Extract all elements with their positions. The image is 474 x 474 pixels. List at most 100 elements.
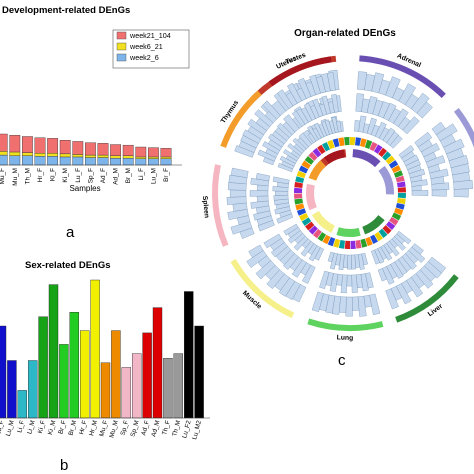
bar-Ki_M [48, 284, 59, 419]
bar-Mu_F-week2_6 [0, 154, 8, 166]
bar-Hr_F-week6_21 [34, 153, 46, 157]
bar-Li_F-week2_6 [135, 158, 147, 166]
bar-Sp_F-week2_6 [84, 157, 96, 166]
inner-ring-segment [298, 165, 309, 174]
bar-Hr_F-week21_104 [34, 137, 46, 154]
inner-organ-arc-adrenal [352, 149, 381, 168]
inner-ring-segment [391, 212, 402, 221]
tick-label-Ki_F: Ki_F [50, 168, 57, 181]
tick-label-Sp_F: Sp_F [87, 168, 94, 183]
tick-label-Ad_M: Ad_M [150, 420, 161, 438]
track-0-bin [416, 101, 433, 119]
track-1-bin [256, 195, 269, 203]
tick-label-Li_F: Li_F [138, 168, 145, 181]
tick-label-Li_M: Li_M [26, 420, 36, 435]
inner-ring-segment [295, 176, 305, 184]
bar-Ad_M-week21_104 [110, 144, 122, 156]
bar-Lu_M2 [194, 325, 204, 419]
inner-ring-segment [396, 181, 406, 188]
panel-a-tick-labels: Mu_F Mu_M Th_M Hr_F Ki_F Ki_M Lu_F Sp_F Ad_F Ad_M… [0, 168, 170, 186]
track-2-bin [297, 137, 309, 150]
inner-ring-segment [304, 155, 314, 165]
bar-Mu_M [111, 330, 121, 419]
inner-organ-arc-muscle [311, 211, 335, 233]
inner-ring-segment [389, 217, 399, 226]
bar-Lu_F-week6_21 [72, 154, 84, 158]
inner-ring-segment [308, 151, 318, 161]
inner-ring-segment [360, 238, 368, 248]
bar-Mu_M-week6_21 [9, 151, 21, 156]
inner-ring-segment [365, 236, 373, 247]
panel-b-title: Sex-related DEnGs [25, 260, 111, 271]
bar-Ad_F-week2_6 [97, 157, 109, 166]
track-0-bin [453, 188, 469, 198]
tick-label-Lu_M: Lu_M [150, 168, 157, 184]
track-1-bin [377, 268, 388, 282]
tick-label-Lu_F: Lu_F [75, 168, 82, 183]
bar-Br_F-week6_21 [160, 156, 172, 160]
bar-Mu_M-week21_104 [9, 135, 21, 153]
bar-Ki_M-week2_6 [59, 156, 71, 166]
tick-label-Br_F: Br_F [57, 420, 67, 435]
tick-label-Br_M: Br_M [68, 420, 79, 437]
tick-label-Ki_F: Ki_F [37, 420, 47, 435]
panel-a-label: a [66, 224, 75, 241]
bar-Br_M-week6_21 [122, 155, 134, 159]
bar-Sp_M [131, 353, 142, 419]
bar-Br_M [69, 312, 80, 419]
panel-b-tick-labels: Lu_F Lu_M Li_F Li_M Ki_F Ki_M Br_F Br_M Hr_F Hr_M… [0, 419, 203, 440]
bar-Li_F-week21_104 [135, 146, 147, 158]
inner-ring-segment [332, 138, 340, 148]
panel-b-label: b [60, 457, 68, 474]
bar-Br_F-week21_104 [160, 148, 172, 158]
bar-Mu_F [100, 362, 111, 419]
tick-label-Hr_F: Hr_F [37, 168, 44, 182]
tick-label-Lu_M2: Lu_M2 [191, 419, 203, 440]
track-1-bin [249, 190, 269, 197]
inner-ring-segment [294, 187, 303, 193]
inner-ring-segment [350, 137, 356, 146]
panel-b-bars [0, 279, 210, 419]
bar-Ki_F [38, 316, 48, 419]
bar-Sp_F-week21_104 [84, 142, 96, 156]
bar-Br_M-week2_6 [122, 157, 134, 166]
inner-ring-segment [374, 231, 383, 242]
tick-label-Ad_M: Ad_M [113, 168, 120, 185]
track-0-bin [345, 296, 353, 317]
track-2-bin [389, 135, 403, 149]
inner-ring-segment [395, 202, 405, 210]
bar-Mu_F-week6_21 [0, 151, 8, 156]
tick-label-Ad_F: Ad_F [140, 420, 151, 437]
track-1-bin [331, 94, 339, 113]
inner-ring-segment [322, 234, 331, 245]
inner-ring-segment [301, 160, 311, 169]
bar-Sp_F [121, 367, 132, 419]
inner-ring-segment [391, 165, 401, 174]
organ-label-lung: Lung [337, 334, 354, 342]
bar-Ad_F-week21_104 [97, 143, 109, 156]
bar-Br_F-week2_6 [160, 158, 172, 166]
tick-label-Br_M: Br_M [125, 168, 132, 183]
bar-Hr_F-week2_6 [34, 156, 46, 166]
bar-Br_M-week21_104 [122, 144, 134, 156]
inner-ring-segment [397, 187, 406, 193]
tick-label-Th_M: Th_M [171, 420, 182, 438]
legend-swatch-week21_104 [116, 31, 127, 40]
tick-label-Br_F: Br_F [163, 168, 170, 182]
track-0-bin [311, 291, 324, 313]
organ-arc-brain [454, 108, 474, 148]
inner-ring-segment [299, 212, 309, 221]
tick-label-Sp_F: Sp_F [120, 420, 131, 437]
inner-ring-segment [395, 175, 405, 183]
inner-organ-arc-spleen [306, 183, 317, 211]
tick-label-Lu_M: Lu_M [5, 420, 16, 437]
inner-organ-arc-liver [362, 215, 385, 235]
bar-Ad_M-week6_21 [110, 155, 122, 159]
bar-Mu_F-week21_104 [0, 133, 8, 152]
inner-ring-segment [344, 240, 350, 249]
legend-label-week21_104: week21_104 [129, 31, 171, 40]
tick-label-Mu_F: Mu_F [0, 168, 6, 184]
organ-arc-thymus [220, 90, 262, 148]
inner-ring-segment [359, 138, 367, 148]
